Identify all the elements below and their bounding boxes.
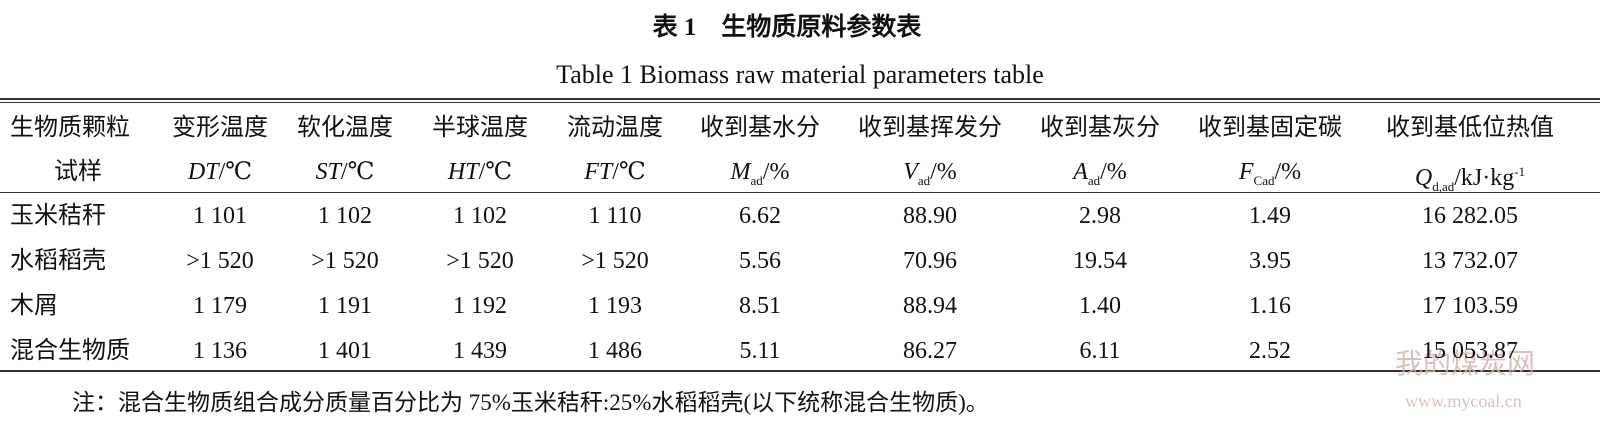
cell: 3.95 (1249, 248, 1291, 274)
header-cell: Mad/% (731, 157, 790, 196)
cell: 17 103.59 (1422, 293, 1518, 319)
header-cell: 收到基挥发分 (858, 115, 1002, 141)
header-unit: /% (930, 159, 957, 185)
cell: >1 520 (311, 248, 379, 274)
header-cell: 软化温度 (297, 115, 393, 141)
cell: 1 191 (318, 293, 372, 319)
cell: 2.98 (1079, 203, 1121, 229)
header-unit: /% (762, 159, 790, 185)
cell: 19.54 (1073, 248, 1127, 274)
cell: 1 193 (588, 293, 642, 319)
header-cell: ST/℃ (316, 157, 375, 187)
header-unit: /℃ (612, 159, 646, 185)
title-text: 生物质原料参数表 (721, 14, 922, 41)
cell: 16 282.05 (1422, 203, 1518, 229)
header-cell: 收到基固定碳 (1198, 115, 1342, 141)
header-cell: HT/℃ (448, 157, 512, 187)
header-sub: d,ad (1432, 178, 1455, 194)
header-unit: /℃ (340, 159, 375, 185)
cell: 1 110 (588, 203, 642, 229)
header-sub: ad (750, 172, 763, 188)
cell: 1 136 (193, 338, 247, 364)
header-symbol: DT (187, 159, 219, 185)
cell: 70.96 (903, 248, 957, 274)
cell: 水稻稻壳 (10, 248, 106, 274)
header-sub: Cad (1253, 172, 1275, 188)
header-text: 试样 (54, 159, 102, 185)
header-cell: Qd,ad/kJ·kg-1 (1415, 157, 1525, 202)
title: 表 1 生物质原料参数表 (653, 13, 922, 43)
header-cell: FT/℃ (584, 157, 646, 187)
header-symbol: M (730, 159, 751, 185)
cell: >1 520 (186, 248, 254, 274)
header-cell: 试样 (54, 157, 102, 187)
cell: 2.52 (1249, 338, 1291, 364)
cell: 8.51 (739, 293, 781, 319)
cell: 玉米秸秆 (10, 203, 106, 229)
header-sub: ad (917, 172, 931, 188)
watermark-url: www.mycoal.cn (1405, 391, 1522, 411)
cell: 1 486 (588, 338, 642, 364)
cell: 5.56 (739, 248, 781, 274)
header-symbol: V (903, 159, 918, 185)
cell: >1 520 (446, 248, 514, 274)
cell: 5.11 (739, 338, 781, 364)
header-sub: ad (1087, 172, 1101, 188)
header-rule (0, 192, 1600, 193)
header-symbol: FT (584, 159, 613, 185)
header-unit: /% (1100, 159, 1127, 185)
header-cell: 收到基水分 (700, 115, 820, 141)
title-label: 表 1 (652, 14, 697, 41)
cell: 1 179 (193, 293, 247, 319)
cell: >1 520 (581, 248, 649, 274)
header-cell: Vad/% (903, 157, 957, 196)
header-cell: 流动温度 (567, 115, 663, 141)
top-rule (0, 98, 1600, 100)
cell: 1 102 (318, 203, 372, 229)
header-cell: 半球温度 (432, 115, 528, 141)
header-unit: /℃ (218, 159, 253, 185)
header-unit: /% (1274, 159, 1302, 185)
cell: 1.49 (1249, 203, 1291, 229)
header-symbol: F (1238, 159, 1254, 185)
top-rule-2 (0, 102, 1600, 103)
cell: 1 401 (318, 338, 372, 364)
cell: 1.16 (1249, 293, 1291, 319)
cell: 1 192 (453, 293, 507, 319)
header-symbol: ST (315, 159, 341, 185)
cell: 86.27 (903, 338, 957, 364)
cell: 1.40 (1079, 293, 1121, 319)
header-sup: -1 (1514, 164, 1526, 179)
header-symbol: HT (447, 159, 479, 185)
title-en: Table 1 Biomass raw material parameters … (556, 60, 1044, 89)
cell: 88.94 (903, 293, 957, 319)
header-cell: 生物质颗粒 (10, 115, 130, 141)
header-cell: DT/℃ (188, 157, 252, 187)
header-symbol: Q (1414, 165, 1433, 191)
header-cell: 收到基低位热值 (1386, 115, 1554, 141)
cell: 混合生物质 (10, 338, 130, 364)
cell: 6.11 (1079, 338, 1121, 364)
header-cell: 变形温度 (172, 115, 268, 141)
cell: 88.90 (903, 203, 957, 229)
cell: 6.62 (739, 203, 781, 229)
cell: 15 053.87 (1422, 338, 1518, 364)
header-symbol: A (1073, 159, 1088, 185)
cell: 1 101 (193, 203, 247, 229)
header-unit: /kJ·kg (1454, 165, 1515, 191)
cell: 13 732.07 (1422, 248, 1518, 274)
header-cell: Aad/% (1073, 157, 1127, 196)
header-cell: 收到基灰分 (1040, 115, 1160, 141)
note: 注：混合生物质组合成分质量百分比为 75%玉米秸秆:25%水稻稻壳(以下统称混合… (72, 390, 989, 415)
header-cell: FCad/% (1239, 157, 1301, 196)
cell: 1 439 (453, 338, 507, 364)
cell: 木屑 (10, 293, 58, 319)
header-unit: /℃ (478, 159, 513, 185)
watermark-name: 我的煤炭网 (1395, 349, 1536, 380)
cell: 1 102 (453, 203, 507, 229)
bottom-rule (0, 370, 1600, 372)
